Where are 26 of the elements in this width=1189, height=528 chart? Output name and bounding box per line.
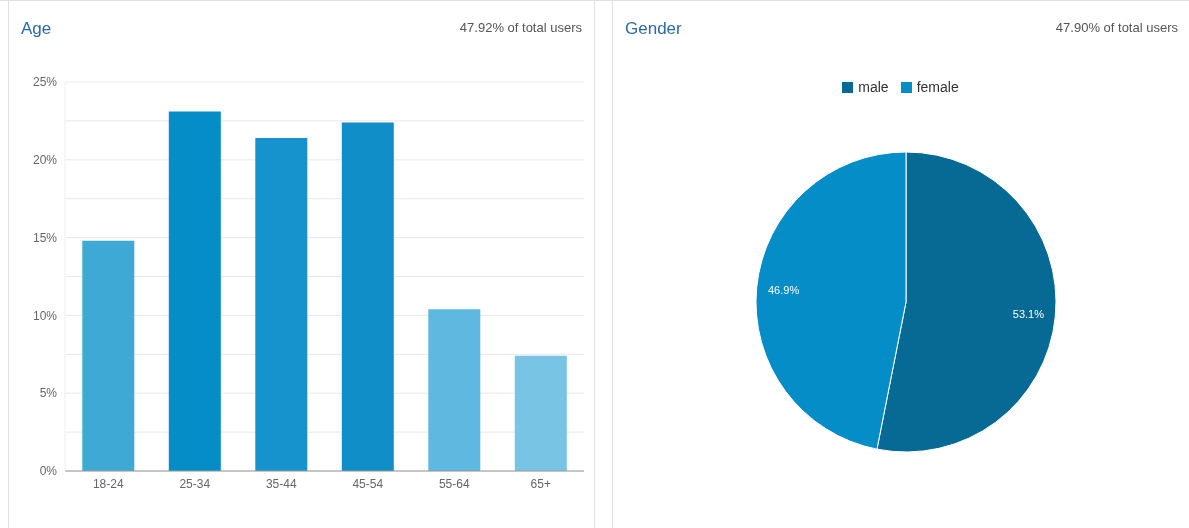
y-tick-label: 0% bbox=[39, 464, 58, 479]
y-tick-label: 25% bbox=[32, 75, 58, 90]
legend-label: female bbox=[915, 79, 959, 95]
text: 47.90% of total users bbox=[1055, 20, 1178, 35]
bar bbox=[428, 309, 481, 471]
y-tick-label: 20% bbox=[32, 153, 58, 168]
bar bbox=[514, 355, 567, 471]
y-tick-label: 5% bbox=[39, 386, 58, 401]
x-tick-label: 35-44 bbox=[265, 476, 297, 491]
x-tick-label: 55-64 bbox=[438, 476, 470, 491]
x-tick-label: 45-54 bbox=[352, 476, 384, 491]
bar bbox=[341, 122, 394, 471]
y-tick-label: 10% bbox=[32, 308, 58, 323]
y-tick-label: 15% bbox=[32, 230, 58, 245]
chart-title: Age bbox=[21, 19, 52, 39]
data-label: 46.9% bbox=[767, 284, 800, 297]
chart-title: Gender bbox=[625, 19, 682, 39]
x-tick-label: 25-34 bbox=[179, 476, 211, 491]
legend-label: male bbox=[857, 79, 889, 95]
data-label: 53.1% bbox=[1012, 307, 1045, 320]
bar bbox=[255, 138, 308, 471]
bar bbox=[168, 111, 221, 471]
x-tick-label: 65+ bbox=[530, 476, 551, 491]
text: 47.92% of total users bbox=[459, 20, 582, 35]
bar bbox=[82, 240, 135, 471]
x-tick-label: 18-24 bbox=[92, 476, 124, 491]
